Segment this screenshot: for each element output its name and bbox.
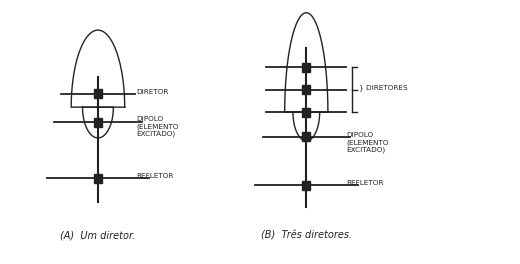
Bar: [302, 181, 310, 190]
Bar: [302, 108, 310, 117]
Bar: [94, 174, 102, 183]
Text: (B)  Três diretores.: (B) Três diretores.: [261, 230, 352, 241]
Text: } DIRETORES: } DIRETORES: [359, 84, 408, 91]
Text: REFLETOR: REFLETOR: [346, 180, 384, 186]
Bar: [302, 133, 310, 142]
Bar: [302, 85, 310, 94]
Text: DIPOLO
(ELEMENTO
EXCITADO): DIPOLO (ELEMENTO EXCITADO): [137, 116, 179, 137]
Bar: [302, 63, 310, 72]
Bar: [94, 89, 102, 98]
Text: REFLETOR: REFLETOR: [137, 173, 174, 179]
Text: (A)  Um diretor.: (A) Um diretor.: [60, 230, 136, 241]
Bar: [94, 117, 102, 126]
Text: DIRETOR: DIRETOR: [137, 89, 169, 95]
Text: DIPOLO
(ELEMENTO
EXCITADO): DIPOLO (ELEMENTO EXCITADO): [346, 132, 389, 153]
